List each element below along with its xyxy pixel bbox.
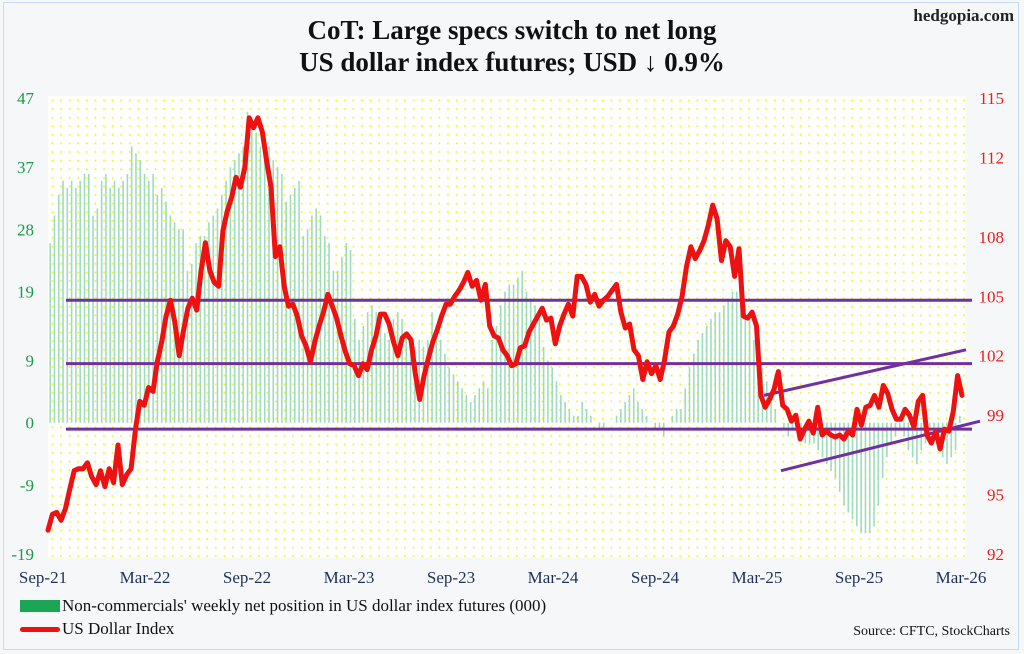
chart-subtitle: US dollar index futures; USD ↓ 0.9% — [299, 47, 725, 77]
x-tick-label: Mar-24 — [528, 568, 579, 587]
right-tick-label: 108 — [979, 228, 1005, 247]
left-tick-label: -19 — [11, 545, 34, 564]
left-tick-label: 37 — [17, 158, 35, 177]
legend-bars: Non-commercials' weekly net position in … — [20, 596, 546, 616]
chart-frame — [3, 2, 1019, 650]
chart-title: CoT: Large specs switch to net long — [307, 15, 717, 45]
right-tick-label: 92 — [987, 545, 1004, 564]
x-tick-label: Sep-21 — [19, 568, 67, 587]
x-tick-label: Mar-25 — [732, 568, 783, 587]
bar-series — [49, 111, 961, 534]
x-tick-label: Mar-26 — [936, 568, 987, 587]
trend-line-channel-upper — [763, 348, 967, 397]
left-tick-label: 47 — [17, 89, 35, 108]
legend-label-line: US Dollar Index — [62, 619, 175, 638]
left-tick-label: 0 — [26, 414, 35, 433]
legend-swatch-line — [20, 626, 60, 632]
legend-swatch-bars — [20, 600, 60, 612]
legend-label-bars: Non-commercials' weekly net position in … — [62, 596, 547, 615]
legend-line: US Dollar Index — [20, 619, 174, 639]
right-tick-label: 99 — [987, 406, 1004, 425]
right-tick-label: 102 — [979, 347, 1005, 366]
brand-watermark: hedgopia.com — [913, 6, 1014, 25]
x-tick-label: Sep-23 — [427, 568, 475, 587]
usd-index-line — [45, 115, 965, 533]
right-tick-label: 95 — [987, 486, 1004, 505]
x-tick-label: Mar-22 — [120, 568, 171, 587]
right-tick-label: 115 — [979, 89, 1004, 108]
right-axis-ticks: 115 112 108 105 102 99 95 92 — [979, 89, 1005, 564]
left-tick-label: 19 — [17, 282, 34, 301]
left-tick-label: 28 — [17, 220, 34, 239]
x-axis-ticks: Sep-21 Mar-22 Sep-22 Mar-23 Sep-23 Mar-24 Sep-… — [19, 568, 986, 587]
x-tick-label: Mar-23 — [324, 568, 375, 587]
left-tick-label: -9 — [20, 476, 34, 495]
left-axis-ticks: 47 37 28 19 9 0 -9 -19 — [11, 89, 34, 564]
source-note: Source: CFTC, StockCharts — [853, 624, 1010, 639]
x-tick-label: Sep-24 — [631, 568, 680, 587]
right-tick-label: 105 — [979, 287, 1005, 306]
x-tick-label: Sep-22 — [223, 568, 271, 587]
right-tick-label: 112 — [979, 148, 1004, 167]
x-tick-label: Sep-25 — [835, 568, 883, 587]
left-tick-label: 9 — [26, 352, 35, 371]
